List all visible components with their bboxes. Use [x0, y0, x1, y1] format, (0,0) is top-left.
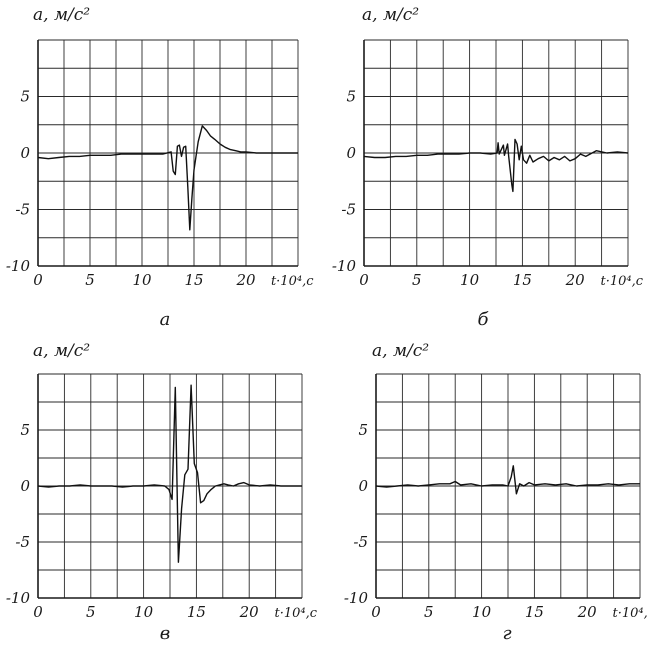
x-tick-label: 5 [424, 603, 434, 621]
x-tick-label: 20 [565, 271, 586, 289]
y-tick-label: -5 [341, 201, 356, 219]
panel-caption: г [502, 623, 511, 644]
x-tick-label: 0 [371, 603, 381, 621]
x-tick-label: 20 [577, 603, 598, 621]
y-tick-label: 5 [20, 421, 30, 439]
y-tick-label: 5 [358, 421, 368, 439]
y-tick-label: -5 [15, 201, 30, 219]
x-axis-label: t·10⁴,c [613, 606, 648, 621]
acceleration-trace [363, 138, 629, 193]
acceleration-trace [375, 465, 640, 495]
y-tick-label: -10 [344, 589, 369, 607]
y-tick-label: -10 [6, 589, 31, 607]
x-axis-label: t·10⁴,c [601, 274, 644, 289]
x-tick-label: 0 [33, 603, 43, 621]
y-tick-label: 5 [346, 88, 356, 106]
y-tick-label: -10 [332, 257, 357, 275]
x-tick-label: 20 [235, 271, 256, 289]
panel-caption: в [160, 623, 170, 644]
x-tick-label: 15 [513, 271, 532, 289]
x-tick-label: 0 [33, 271, 43, 289]
y-axis-label: a, м/с² [362, 5, 419, 25]
panel-caption: б [478, 309, 490, 330]
x-tick-label: 5 [412, 271, 422, 289]
x-tick-label: 5 [85, 271, 95, 289]
acceleration-trace [37, 125, 298, 231]
chart-panel-1: 50-5-100 5 10 15 20 t·10⁴,ca, м/с²а [6, 5, 314, 330]
x-tick-label: 15 [184, 271, 203, 289]
y-tick-label: 0 [20, 477, 30, 495]
x-tick-label: 10 [134, 603, 154, 621]
x-tick-label: 5 [86, 603, 96, 621]
x-tick-label: 15 [525, 603, 544, 621]
y-tick-label: 5 [20, 88, 30, 106]
y-tick-label: -5 [353, 533, 368, 551]
y-tick-label: 0 [346, 144, 356, 162]
y-axis-label: a, м/с² [372, 341, 429, 361]
x-tick-label: 10 [132, 271, 152, 289]
y-axis-label: a, м/с² [33, 341, 90, 361]
chart-panel-3: 50-5-100 5 10 15 20 t·10⁴,ca, м/с²в [6, 341, 318, 644]
acceleration-trace [37, 384, 302, 563]
x-tick-label: 10 [472, 603, 492, 621]
x-tick-label: 0 [359, 271, 369, 289]
y-tick-label: -5 [15, 533, 30, 551]
chart-panel-2: 50-5-100 5 10 15 20 t·10⁴,ca, м/с²б [332, 5, 644, 330]
y-axis-label: a, м/с² [33, 5, 90, 25]
x-tick-label: 10 [460, 271, 480, 289]
x-tick-label: 15 [187, 603, 206, 621]
y-tick-label: 0 [20, 144, 30, 162]
x-axis-label: t·10⁴,c [271, 274, 314, 289]
y-tick-label: -10 [6, 257, 31, 275]
x-tick-label: 20 [239, 603, 260, 621]
y-tick-label: 0 [358, 477, 368, 495]
x-axis-label: t·10⁴,c [275, 606, 318, 621]
panel-caption: а [160, 309, 171, 330]
